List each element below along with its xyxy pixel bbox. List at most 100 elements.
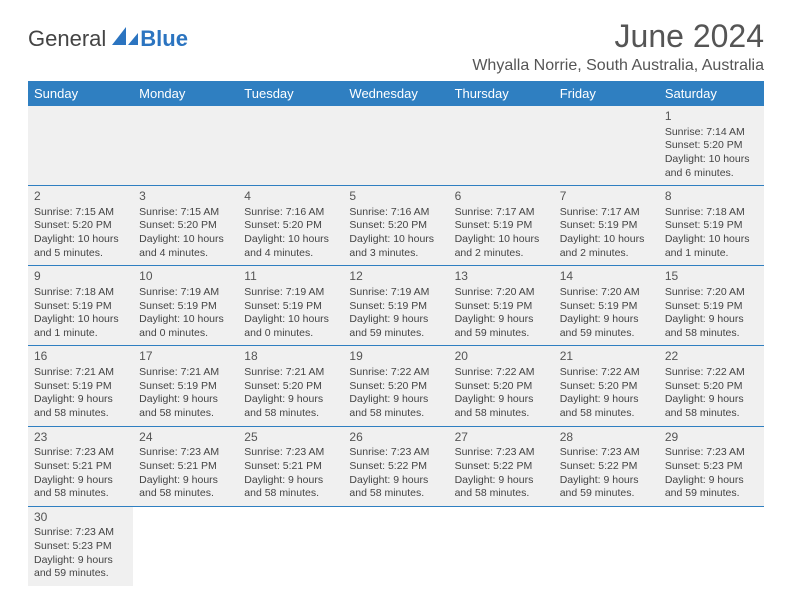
week-row: 30Sunrise: 7:23 AMSunset: 5:23 PMDayligh… (28, 506, 764, 586)
sunrise: Sunrise: 7:23 AM (560, 446, 653, 460)
daylight: Daylight: 10 hours and 4 minutes. (244, 233, 337, 260)
sunset: Sunset: 5:21 PM (34, 460, 127, 474)
empty-cell (554, 106, 659, 186)
sunrise: Sunrise: 7:23 AM (34, 526, 127, 540)
sunset: Sunset: 5:19 PM (139, 300, 232, 314)
sunset: Sunset: 5:19 PM (455, 219, 548, 233)
sunrise: Sunrise: 7:23 AM (34, 446, 127, 460)
day-header: Monday (133, 81, 238, 106)
daylight: Daylight: 10 hours and 2 minutes. (560, 233, 653, 260)
sunrise: Sunrise: 7:22 AM (349, 366, 442, 380)
day-number: 10 (139, 269, 232, 285)
day-number: 8 (665, 189, 758, 205)
daylight: Daylight: 9 hours and 58 minutes. (349, 393, 442, 420)
daylight: Daylight: 9 hours and 59 minutes. (349, 313, 442, 340)
empty-cell (238, 106, 343, 186)
sunset: Sunset: 5:20 PM (665, 380, 758, 394)
title-block: June 2024 Whyalla Norrie, South Australi… (472, 18, 764, 75)
empty-cell (554, 506, 659, 586)
empty-cell (133, 506, 238, 586)
day-header: Friday (554, 81, 659, 106)
daylight: Daylight: 9 hours and 58 minutes. (665, 393, 758, 420)
daylight: Daylight: 10 hours and 2 minutes. (455, 233, 548, 260)
day-cell: 9Sunrise: 7:18 AMSunset: 5:19 PMDaylight… (28, 266, 133, 346)
daylight: Daylight: 9 hours and 58 minutes. (349, 474, 442, 501)
sunset: Sunset: 5:22 PM (560, 460, 653, 474)
day-cell: 16Sunrise: 7:21 AMSunset: 5:19 PMDayligh… (28, 346, 133, 426)
month-title: June 2024 (472, 18, 764, 55)
sunset: Sunset: 5:19 PM (34, 300, 127, 314)
day-number: 15 (665, 269, 758, 285)
calendar-body: 1 Sunrise: 7:14 AM Sunset: 5:20 PM Dayli… (28, 106, 764, 586)
day-number: 21 (560, 349, 653, 365)
day-number: 30 (34, 510, 127, 526)
empty-cell (343, 506, 448, 586)
sunrise: Sunrise: 7:20 AM (665, 286, 758, 300)
day-cell: 25Sunrise: 7:23 AMSunset: 5:21 PMDayligh… (238, 426, 343, 506)
day-cell: 15Sunrise: 7:20 AMSunset: 5:19 PMDayligh… (659, 266, 764, 346)
day-number: 28 (560, 430, 653, 446)
sunset: Sunset: 5:23 PM (665, 460, 758, 474)
day-number: 2 (34, 189, 127, 205)
logo-text-general: General (28, 26, 106, 52)
sunset: Sunset: 5:19 PM (139, 380, 232, 394)
day-number: 18 (244, 349, 337, 365)
day-cell: 30Sunrise: 7:23 AMSunset: 5:23 PMDayligh… (28, 506, 133, 586)
day-number: 13 (455, 269, 548, 285)
sunset: Sunset: 5:19 PM (560, 300, 653, 314)
day-cell: 20Sunrise: 7:22 AMSunset: 5:20 PMDayligh… (449, 346, 554, 426)
day-cell: 13Sunrise: 7:20 AMSunset: 5:19 PMDayligh… (449, 266, 554, 346)
day-cell: 18Sunrise: 7:21 AMSunset: 5:20 PMDayligh… (238, 346, 343, 426)
sunset: Sunset: 5:21 PM (244, 460, 337, 474)
sunset: Sunset: 5:20 PM (244, 380, 337, 394)
sunset: Sunset: 5:20 PM (455, 380, 548, 394)
day-header: Tuesday (238, 81, 343, 106)
sunrise: Sunrise: 7:18 AM (34, 286, 127, 300)
daylight: Daylight: 9 hours and 59 minutes. (560, 474, 653, 501)
sunset: Sunset: 5:19 PM (349, 300, 442, 314)
day-cell: 28Sunrise: 7:23 AMSunset: 5:22 PMDayligh… (554, 426, 659, 506)
empty-cell (449, 106, 554, 186)
day-cell: 7Sunrise: 7:17 AMSunset: 5:19 PMDaylight… (554, 186, 659, 266)
sunrise: Sunrise: 7:14 AM (665, 126, 758, 140)
sunset: Sunset: 5:22 PM (455, 460, 548, 474)
day-number: 9 (34, 269, 127, 285)
day-cell: 19Sunrise: 7:22 AMSunset: 5:20 PMDayligh… (343, 346, 448, 426)
week-row: 2Sunrise: 7:15 AMSunset: 5:20 PMDaylight… (28, 186, 764, 266)
day-cell: 1 Sunrise: 7:14 AM Sunset: 5:20 PM Dayli… (659, 106, 764, 186)
day-number: 6 (455, 189, 548, 205)
sunset: Sunset: 5:20 PM (139, 219, 232, 233)
day-number: 19 (349, 349, 442, 365)
day-number: 14 (560, 269, 653, 285)
calendar-table: Sunday Monday Tuesday Wednesday Thursday… (28, 81, 764, 586)
daylight: Daylight: 10 hours and 1 minute. (34, 313, 127, 340)
day-number: 24 (139, 430, 232, 446)
sunrise: Sunrise: 7:16 AM (244, 206, 337, 220)
week-row: 9Sunrise: 7:18 AMSunset: 5:19 PMDaylight… (28, 266, 764, 346)
sunrise: Sunrise: 7:23 AM (139, 446, 232, 460)
day-number: 16 (34, 349, 127, 365)
day-number: 20 (455, 349, 548, 365)
sunrise: Sunrise: 7:19 AM (244, 286, 337, 300)
sunset: Sunset: 5:20 PM (665, 139, 758, 153)
day-number: 4 (244, 189, 337, 205)
day-number: 12 (349, 269, 442, 285)
sunset: Sunset: 5:20 PM (560, 380, 653, 394)
sunset: Sunset: 5:20 PM (349, 219, 442, 233)
day-header: Sunday (28, 81, 133, 106)
sunset: Sunset: 5:19 PM (244, 300, 337, 314)
daylight: Daylight: 9 hours and 58 minutes. (560, 393, 653, 420)
logo-text-blue: Blue (140, 26, 188, 52)
sunset: Sunset: 5:23 PM (34, 540, 127, 554)
empty-cell (133, 106, 238, 186)
day-number: 29 (665, 430, 758, 446)
sunrise: Sunrise: 7:23 AM (349, 446, 442, 460)
daylight: Daylight: 9 hours and 59 minutes. (665, 474, 758, 501)
day-cell: 12Sunrise: 7:19 AMSunset: 5:19 PMDayligh… (343, 266, 448, 346)
daylight: Daylight: 9 hours and 59 minutes. (455, 313, 548, 340)
day-cell: 29Sunrise: 7:23 AMSunset: 5:23 PMDayligh… (659, 426, 764, 506)
sunrise: Sunrise: 7:19 AM (349, 286, 442, 300)
sunrise: Sunrise: 7:23 AM (455, 446, 548, 460)
sunset: Sunset: 5:22 PM (349, 460, 442, 474)
daylight: Daylight: 9 hours and 58 minutes. (139, 474, 232, 501)
